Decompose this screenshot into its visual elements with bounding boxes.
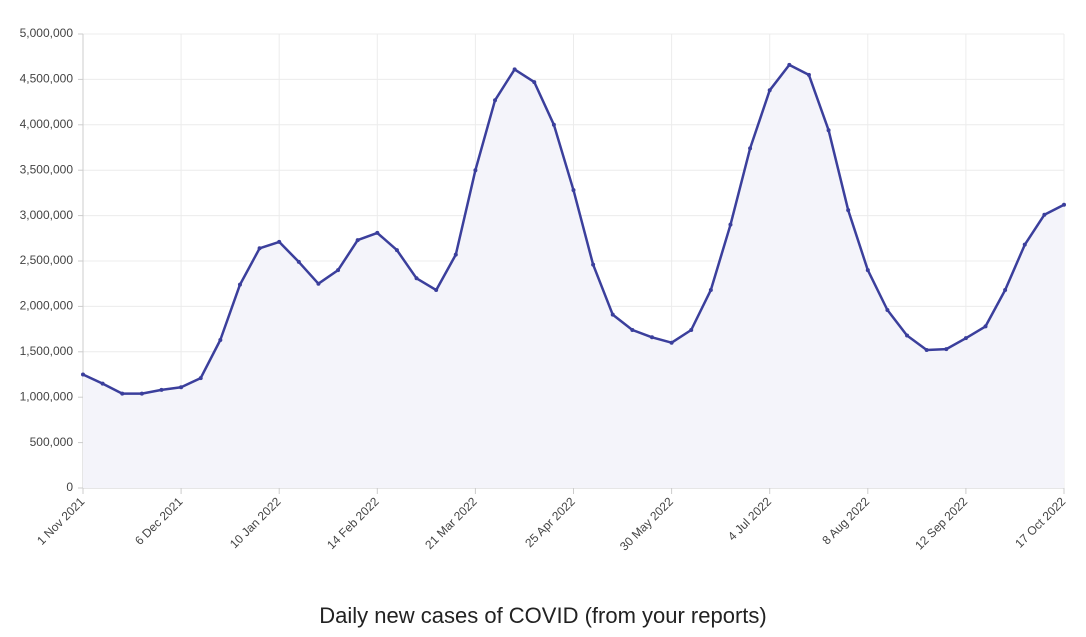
point [198,376,203,381]
point [139,391,144,396]
y-tick-label: 2,000,000 [20,299,74,313]
point [885,308,890,313]
point [551,122,556,127]
y-tick-label: 500,000 [30,435,74,449]
point [532,80,537,85]
point [846,208,851,213]
x-tick-label: 17 Oct 2022 [1012,494,1068,550]
point [865,268,870,273]
point [81,372,85,377]
y-tick-label: 5,000,000 [20,26,74,40]
point [336,268,341,273]
x-tick-label: 4 Jul 2022 [725,494,774,543]
point [767,88,772,93]
point [630,328,635,333]
point [218,337,223,342]
y-tick-label: 0 [66,480,73,494]
point [277,239,282,244]
point [414,276,419,281]
point [649,335,654,340]
point [1022,242,1027,247]
y-tick-label: 4,500,000 [20,72,74,86]
y-tick-label: 1,500,000 [20,344,74,358]
point [179,385,184,390]
chart-title: Daily new cases of COVID (from your repo… [319,603,766,628]
point [493,98,498,103]
point [787,62,792,67]
point [257,246,262,251]
point [689,328,694,333]
point [1003,288,1008,293]
point [512,67,517,72]
point [591,262,596,267]
point [963,336,968,341]
point [905,333,910,338]
point [571,188,576,193]
x-tick-label: 12 Sep 2022 [912,494,970,552]
x-tick-label: 25 Apr 2022 [522,494,578,550]
point [806,72,811,77]
point [1062,202,1066,207]
point [375,230,380,235]
x-tick-label: 6 Dec 2021 [132,494,186,548]
point [728,222,733,227]
point [453,252,458,257]
point [983,324,988,329]
point [944,347,949,352]
x-tick-label: 21 Mar 2022 [422,494,480,552]
point [100,381,105,386]
y-tick-label: 3,000,000 [20,208,74,222]
point [120,391,125,396]
point [610,312,615,317]
point [669,340,674,345]
y-tick-label: 2,500,000 [20,253,74,267]
area [83,64,1064,489]
point [708,288,713,293]
point [826,128,831,133]
x-tick-label: 14 Feb 2022 [324,494,382,552]
point [159,387,164,392]
x-tick-label: 1 Nov 2021 [34,494,88,548]
point [434,288,439,293]
point [924,347,929,352]
point [296,259,301,264]
point [394,248,399,253]
point [237,282,242,287]
y-tick-label: 4,000,000 [20,117,74,131]
y-tick-label: 3,500,000 [20,162,74,176]
point [473,168,478,173]
x-tick-label: 8 Aug 2022 [819,494,872,547]
x-tick-label: 10 Jan 2022 [227,494,284,551]
point [355,238,360,243]
point [748,146,753,151]
point [316,281,321,286]
y-tick-label: 1,000,000 [20,389,74,403]
x-tick-label: 30 May 2022 [617,494,676,553]
point [1042,212,1047,217]
